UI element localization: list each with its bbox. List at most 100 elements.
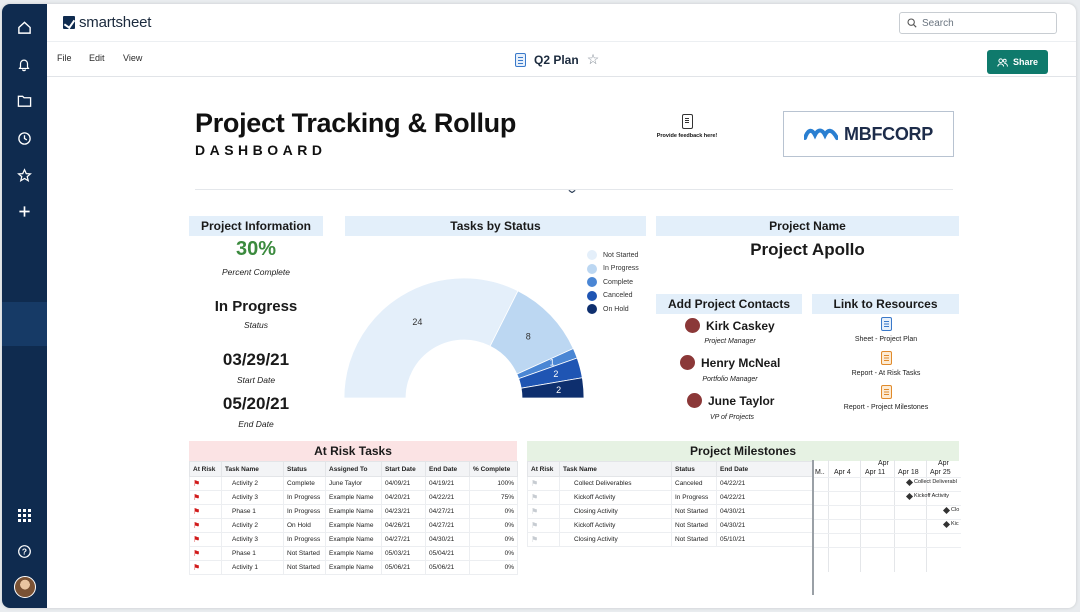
table-row[interactable]: ⚑ Closing Activity Not Started 05/10/21 <box>527 532 813 547</box>
column-header[interactable]: End Date <box>716 461 813 477</box>
table-row[interactable]: ⚑ Collect Deliverables Canceled 04/22/21 <box>527 476 813 491</box>
feedback-link[interactable]: Provide feedback here! <box>647 114 727 139</box>
svg-text:?: ? <box>21 546 26 556</box>
sheet-icon <box>880 317 892 331</box>
gantt-row-line <box>814 519 961 520</box>
contact-card[interactable]: Henry McNeal <box>680 355 780 370</box>
end-date-caption: End Date <box>238 419 274 429</box>
user-avatar[interactable] <box>14 576 36 598</box>
at-risk-flag-cell[interactable]: ⚑ <box>189 476 222 491</box>
flag-icon[interactable]: ⚑ <box>193 479 201 488</box>
at-risk-flag-cell[interactable]: ⚑ <box>527 476 560 491</box>
smartsheet-logo[interactable]: smartsheet <box>63 14 151 31</box>
apps-grid-icon[interactable] <box>13 504 35 526</box>
table-row[interactable]: ⚑ Closing Activity Not Started 04/30/21 <box>527 504 813 519</box>
flag-icon[interactable]: ⚑ <box>531 521 539 530</box>
flag-icon[interactable]: ⚑ <box>193 493 201 502</box>
gantt-timeline[interactable]: Apr Apr M.. Apr 4 Apr 11 Apr 18 Apr 25 C… <box>812 460 961 595</box>
form-icon <box>681 114 693 129</box>
home-icon[interactable] <box>13 16 35 38</box>
column-header[interactable]: % Complete <box>469 461 518 477</box>
gantt-week-label: Apr 4 <box>834 469 851 476</box>
legend-item: On Hold <box>587 304 629 314</box>
table-row[interactable]: ⚑ Phase 1 In Progress Example Name 04/23/21 0… <box>189 504 518 519</box>
gantt-milestone[interactable]: Kic <box>942 520 959 528</box>
contact-card[interactable]: Kirk Caskey <box>685 318 775 333</box>
resource-link-milestones[interactable]: Report - Project Milestones <box>822 385 950 411</box>
flag-icon[interactable]: ⚑ <box>193 507 201 516</box>
table-cell: Phase 1 <box>221 546 284 561</box>
flag-icon[interactable]: ⚑ <box>193 549 201 558</box>
star-icon[interactable] <box>13 164 35 186</box>
plus-icon[interactable] <box>13 200 35 222</box>
chart-data-label: 2 <box>556 385 561 395</box>
clock-icon[interactable] <box>13 127 35 149</box>
contact-role: VP of Projects <box>709 414 755 421</box>
smartsheet-logo-icon <box>63 16 75 29</box>
at-risk-flag-cell[interactable]: ⚑ <box>527 518 560 533</box>
at-risk-flag-cell[interactable]: ⚑ <box>189 490 222 505</box>
at-risk-flag-cell[interactable]: ⚑ <box>189 546 222 561</box>
resource-link-at-risk[interactable]: Report - At Risk Tasks <box>822 351 950 377</box>
at-risk-flag-cell[interactable]: ⚑ <box>189 504 222 519</box>
help-icon[interactable]: ? <box>13 540 35 562</box>
flag-icon[interactable]: ⚑ <box>531 493 539 502</box>
flag-icon[interactable]: ⚑ <box>193 521 201 530</box>
table-row[interactable]: ⚑ Kickoff Activity In Progress 04/22/21 <box>527 490 813 505</box>
column-header[interactable]: Start Date <box>381 461 426 477</box>
column-header[interactable]: Status <box>671 461 717 477</box>
favorite-star-icon[interactable]: ☆ <box>586 51 600 67</box>
at-risk-flag-cell[interactable]: ⚑ <box>527 490 560 505</box>
gantt-milestone[interactable]: Collect Deliverabl <box>905 478 957 486</box>
bell-icon[interactable] <box>13 53 35 75</box>
table-row[interactable]: ⚑ Activity 2 Complete June Taylor 04/09/21 04… <box>189 476 518 491</box>
chevron-down-icon[interactable]: ⌄ <box>564 182 580 196</box>
menu-view[interactable]: View <box>123 53 143 63</box>
at-risk-flag-cell[interactable]: ⚑ <box>189 560 222 575</box>
legend-label: In Progress <box>603 265 639 272</box>
search-input[interactable]: Search <box>899 12 1057 34</box>
legend-swatch <box>587 290 597 301</box>
table-row[interactable]: ⚑ Activity 3 In Progress Example Name 04/20/… <box>189 490 518 505</box>
column-header[interactable]: Task Name <box>221 461 284 477</box>
folder-icon[interactable] <box>13 90 35 112</box>
sheet-title-text[interactable]: Q2 Plan <box>534 52 579 67</box>
table-row[interactable]: ⚑ Activity 2 On Hold Example Name 04/26/21 04… <box>189 518 518 533</box>
at-risk-flag-cell[interactable]: ⚑ <box>527 504 560 519</box>
table-row[interactable]: ⚑ Phase 1 Not Started Example Name 05/03/21 0… <box>189 546 518 561</box>
at-risk-flag-cell[interactable]: ⚑ <box>189 532 222 547</box>
table-cell: 75% <box>469 490 518 505</box>
resource-link-project-plan[interactable]: Sheet - Project Plan <box>822 317 950 343</box>
menu-edit[interactable]: Edit <box>89 53 105 63</box>
milestone-diamond-icon <box>905 492 914 500</box>
menu-file[interactable]: File <box>57 53 72 63</box>
table-cell: Example Name <box>325 532 382 547</box>
gantt-milestone[interactable]: Kickoff Activity <box>905 492 949 500</box>
gantt-milestone[interactable]: Clo <box>942 506 959 514</box>
table-row[interactable]: ⚑ Kickoff Activity Not Started 04/30/21 <box>527 518 813 533</box>
column-header[interactable]: Assigned To <box>325 461 382 477</box>
flag-icon[interactable]: ⚑ <box>531 535 539 544</box>
chart-slice-not-started[interactable] <box>343 277 519 399</box>
contact-card[interactable]: June Taylor <box>687 393 774 408</box>
flag-icon[interactable]: ⚑ <box>531 479 539 488</box>
app-window: ? smartsheet Search File Edit View Q2 Pl… <box>2 4 1076 608</box>
start-date-value: 03/29/21 <box>222 350 290 369</box>
column-header[interactable]: At Risk <box>527 461 560 477</box>
table-row[interactable]: ⚑ Activity 1 Not Started Example Name 05/06/… <box>189 560 518 575</box>
flag-icon[interactable]: ⚑ <box>531 507 539 516</box>
column-header[interactable]: At Risk <box>189 461 222 477</box>
table-row[interactable]: ⚑ Activity 3 In Progress Example Name 04/27/… <box>189 532 518 547</box>
table-cell: Activity 1 <box>221 560 284 575</box>
at-risk-flag-cell[interactable]: ⚑ <box>189 518 222 533</box>
flag-icon[interactable]: ⚑ <box>193 535 201 544</box>
share-button[interactable]: Share <box>987 50 1048 74</box>
column-header[interactable]: Task Name <box>559 461 672 477</box>
at-risk-flag-cell[interactable]: ⚑ <box>527 532 560 547</box>
column-header[interactable]: Status <box>283 461 326 477</box>
chart-slice-on-hold[interactable] <box>520 377 585 399</box>
flag-icon[interactable]: ⚑ <box>193 563 201 572</box>
table-cell: In Progress <box>283 490 326 505</box>
column-header[interactable]: End Date <box>425 461 470 477</box>
